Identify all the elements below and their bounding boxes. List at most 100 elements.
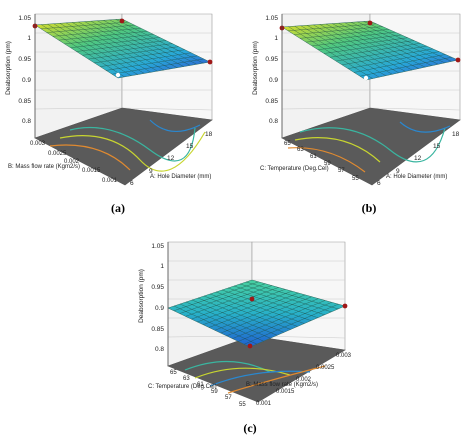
- panel-a-ytick: 0.002: [64, 159, 80, 165]
- surface-mesh-line: [245, 281, 339, 310]
- panel-b-xtick: 6: [377, 180, 381, 187]
- panel-c-design-point: [249, 296, 255, 302]
- panel-a-surface-mesh: [40, 19, 204, 78]
- panel-c-ytick: 61: [197, 382, 204, 388]
- panel-a-design-point: [115, 72, 121, 78]
- panel-a-xtick: 12: [167, 155, 175, 162]
- panel-a-xlabel: A: Hole Diameter (mm): [150, 174, 211, 180]
- surface-mesh-line: [82, 43, 173, 56]
- panel-c-ytick: 59: [211, 389, 218, 395]
- panel-c-ztick: 0.85: [151, 326, 164, 333]
- panel-c-ztick: 1.05: [151, 243, 164, 250]
- panel-a-ytick: 0.003: [30, 141, 46, 147]
- panel-b-design-point: [455, 57, 461, 63]
- panel-c-design-point: [342, 303, 348, 309]
- surface-mesh-line: [106, 55, 198, 71]
- panel-c-design-point: [247, 343, 253, 349]
- panel-b-ztick: 0.95: [265, 56, 278, 63]
- panel-b-xtick: 15: [433, 143, 441, 150]
- panel-c-xtick: 0.003: [336, 353, 352, 359]
- panel-c-ytick: 55: [239, 402, 246, 408]
- panel-c-ztick: 0.9: [155, 305, 164, 312]
- panel-a-ztick: 0.9: [22, 77, 31, 84]
- panel-a-ytick: 0.0015: [82, 168, 101, 174]
- panel-a-xtick: 18: [205, 131, 213, 138]
- panel-c-ytick: 57: [225, 395, 232, 401]
- surface-mesh-line: [353, 54, 446, 73]
- panel-b-ytick: 61: [310, 154, 317, 160]
- surface-mesh-line: [351, 22, 439, 65]
- panel-c-zlabel: Deabsorption (pm): [138, 269, 145, 323]
- surface-mesh-line: [359, 57, 452, 77]
- panel-a-ztick: 1.05: [18, 15, 31, 22]
- surface-mesh-line: [103, 20, 191, 66]
- panel-c-ztick: 0.8: [155, 346, 164, 353]
- surface-mesh-line: [76, 40, 167, 52]
- panel-c-contours: [184, 360, 326, 394]
- surface-mesh-line: [239, 283, 332, 313]
- panel-b-contours: [287, 121, 451, 173]
- panel-b-ylabel: C: Temperature (Deg.Cel): [260, 166, 329, 172]
- surface-mesh-line: [115, 19, 204, 64]
- surface-mesh-line: [221, 289, 312, 321]
- panel-b-design-point: [367, 20, 373, 26]
- panel-a-ytick: 0.001: [102, 178, 118, 184]
- surface-mesh-line: [238, 302, 332, 342]
- panel-b-xtick: 18: [452, 131, 460, 138]
- surface-mesh-line: [233, 285, 325, 315]
- surface-mesh-line: [363, 21, 452, 62]
- panel-b-ztick: 0.8: [269, 118, 278, 125]
- surface-mesh-line: [329, 43, 421, 58]
- panel-a-ytick: 0.0025: [48, 151, 67, 157]
- surface-mesh-line: [88, 46, 179, 60]
- surface-mesh-line: [100, 52, 192, 67]
- panel-a-xtick: 9: [149, 168, 153, 175]
- surface-mesh-line: [226, 298, 319, 337]
- panel-b: 1.05 1 0.95 0.9 0.85 0.8 Deabsorption (p…: [252, 13, 461, 215]
- surface-mesh-line: [232, 300, 326, 339]
- panel-a-ztick: 0.95: [18, 56, 31, 63]
- panel-b-ztick: 0.9: [269, 77, 278, 84]
- panel-a-ylabel: B: Mass flow rate (Kgm2/s): [8, 164, 80, 170]
- surface-mesh-line: [109, 19, 197, 65]
- panel-c-ylabel: C: Temperature (Deg.Cel): [148, 384, 217, 390]
- panel-c-caption: (c): [243, 421, 256, 435]
- panel-c-surface-mesh: [173, 281, 339, 345]
- panel-a-xtick: 6: [130, 180, 134, 187]
- surface-mesh-line: [344, 22, 432, 66]
- panel-a-xtick: 15: [186, 143, 194, 150]
- panel-b-zlabel: Deabsorption (pm): [252, 41, 259, 95]
- panel-a-design-point: [119, 18, 125, 24]
- panel-b-ztick: 1.05: [265, 15, 278, 22]
- surface-mesh-line: [84, 21, 171, 70]
- panel-c-xtick: 0.0025: [316, 365, 335, 371]
- panel-a-contours: [49, 119, 206, 172]
- panel-a-design-point: [207, 59, 213, 65]
- panel-b-ztick: 0.85: [265, 98, 278, 105]
- panel-b-ytick: 59: [324, 161, 331, 167]
- surface-mesh-line: [215, 291, 305, 324]
- panel-a: 1.05 1 0.95 0.9 0.85 0.8 Deabsorption (p…: [5, 13, 213, 215]
- panel-c-ytick: 65: [170, 370, 177, 376]
- surface-mesh-line: [347, 51, 440, 69]
- panel-a-ztick: 0.8: [22, 118, 31, 125]
- panel-b-ytick: 55: [352, 176, 359, 182]
- panel-a-ztick: 1: [27, 35, 31, 42]
- panel-c-ytick: 63: [183, 376, 190, 382]
- surface-mesh-line: [341, 48, 433, 66]
- panel-c-xlabel: B: Mass flow rate (Kgm2/s): [246, 382, 318, 388]
- panel-b-surface-mesh: [287, 21, 452, 79]
- surface-mesh-line: [323, 40, 415, 54]
- panel-b-ztick: 1: [274, 35, 278, 42]
- panel-c-xtick: 0.002: [296, 377, 312, 383]
- panel-c-xtick: 0.0015: [276, 389, 295, 395]
- panel-a-caption: (a): [111, 201, 125, 215]
- panel-b-xtick: 9: [396, 168, 400, 175]
- surface-mesh-line: [90, 20, 178, 68]
- surface-mesh-line: [335, 45, 427, 62]
- surface-mesh-line: [214, 294, 306, 331]
- surface-mesh-line: [244, 303, 339, 345]
- panel-a-ztick: 0.85: [18, 98, 31, 105]
- panel-c: 1.05 1 0.95 0.9 0.85 0.8 Deabsorption (p…: [138, 241, 352, 435]
- panel-b-xtick: 12: [414, 155, 422, 162]
